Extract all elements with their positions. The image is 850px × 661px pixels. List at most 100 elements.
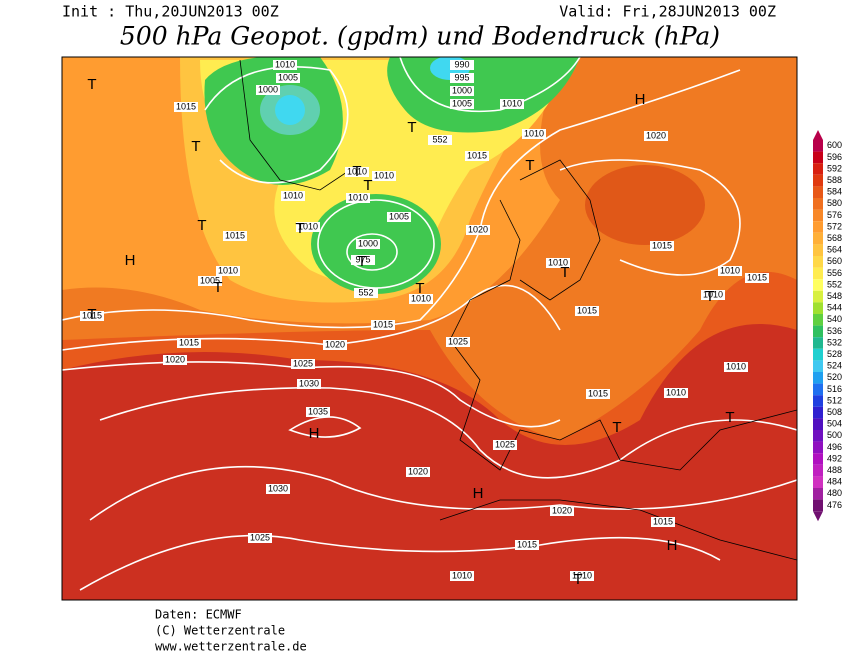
- colorbar-label: 592: [827, 163, 842, 173]
- isobar-label-bg: [466, 225, 490, 235]
- isobar-label: 1010: [411, 293, 431, 303]
- colorbar-label: 588: [827, 175, 842, 185]
- colorbar-swatch: [813, 140, 823, 152]
- colorbar-label: 580: [827, 198, 842, 208]
- isobar-label-bg: [586, 389, 610, 399]
- pressure-center: T: [357, 253, 366, 270]
- isobar-label: 1010: [726, 361, 746, 371]
- isobar-label-bg: [575, 306, 599, 316]
- colorbar-label: 476: [827, 500, 842, 510]
- colorbar-label: 508: [827, 407, 842, 417]
- isobar-label: 1020: [552, 505, 572, 515]
- colorbar-swatch: [813, 209, 823, 222]
- pressure-center: H: [473, 485, 484, 502]
- colorbar-label: 488: [827, 465, 842, 475]
- colorbar-label: 552: [827, 279, 842, 289]
- isobar-label: 1000: [452, 85, 472, 95]
- isobar-label-bg: [356, 239, 380, 249]
- colorbar-swatch: [813, 314, 823, 326]
- isobar-label: 1010: [572, 570, 592, 580]
- colorbar-label: 512: [827, 395, 842, 405]
- isobar-label: 1025: [495, 439, 515, 449]
- colorbar-swatch: [813, 360, 823, 372]
- colorbar-swatch: [813, 267, 823, 280]
- colorbar-swatch: [813, 464, 823, 477]
- colorbar-label: 484: [827, 477, 842, 487]
- colorbar-swatch: [813, 418, 823, 430]
- isobar-label-bg: [409, 294, 433, 304]
- isobar-label: 1030: [268, 483, 288, 493]
- isobar-label: 1025: [293, 358, 313, 368]
- isobar-label-bg: [701, 290, 725, 300]
- isobar-label: 1015: [588, 388, 608, 398]
- isobar-label: 1020: [646, 130, 666, 140]
- isobar-label: 1005: [389, 211, 409, 221]
- isobar-label-bg: [550, 506, 574, 516]
- footer-source: Daten: ECMWF: [155, 608, 242, 622]
- isobar-label-bg: [406, 467, 430, 477]
- pressure-center: T: [705, 288, 714, 305]
- colorbar-bottom-arrow: [813, 511, 823, 522]
- pressure-center: H: [309, 425, 320, 442]
- colorbar-swatch: [813, 198, 823, 210]
- isobar-label-bg: [428, 135, 452, 145]
- isobar-label-bg: [346, 193, 370, 203]
- colorbar-label: 556: [827, 268, 842, 278]
- isobar-label-bg: [306, 407, 330, 417]
- colorbar-label: 596: [827, 152, 842, 162]
- colorbar-label: 528: [827, 349, 842, 359]
- colorbar-swatch: [813, 406, 823, 419]
- colorbar-label: 560: [827, 256, 842, 266]
- colorbar-swatch: [813, 325, 823, 338]
- isobar-label-bg: [450, 60, 474, 70]
- colorbar-label: 532: [827, 337, 842, 347]
- isobar-label-bg: [515, 540, 539, 550]
- colorbar-swatch: [813, 488, 823, 500]
- isobar-label-bg: [745, 273, 769, 283]
- colorbar-swatch: [813, 441, 823, 454]
- colorbar-label: 568: [827, 233, 842, 243]
- isobar-label: 1020: [468, 224, 488, 234]
- isobar-label-bg: [351, 255, 375, 265]
- isobar-label: 1015: [176, 101, 196, 111]
- colorbar-label: 500: [827, 430, 842, 440]
- pressure-center: T: [87, 76, 96, 93]
- pressure-center: T: [213, 279, 222, 296]
- colorbar-label: 544: [827, 303, 842, 313]
- colorbar-swatch: [813, 337, 823, 349]
- isobar-label: 1020: [165, 354, 185, 364]
- colorbar-label: 600: [827, 140, 842, 150]
- isobar-label-bg: [281, 191, 305, 201]
- isobar-label-bg: [296, 222, 320, 232]
- isobar-label-bg: [500, 99, 524, 109]
- isobar-label-bg: [198, 276, 222, 286]
- pressure-center: T: [295, 220, 304, 237]
- isobar-label: 1025: [448, 336, 468, 346]
- isobar-label: 1020: [325, 339, 345, 349]
- isobar-label-bg: [651, 517, 675, 527]
- isobar-label: 1015: [179, 337, 199, 347]
- isobar-label: 1010: [452, 570, 472, 580]
- isobar-label: 552: [358, 287, 373, 297]
- colorbar-label: 564: [827, 245, 842, 255]
- isobar-label: 1010: [275, 59, 295, 69]
- isobar-label-bg: [522, 129, 546, 139]
- isobar-label-bg: [256, 85, 280, 95]
- isobar-label: 1005: [278, 72, 298, 82]
- pressure-center: T: [191, 138, 200, 155]
- isobar-label: 1010: [347, 166, 367, 176]
- colorbar-swatch: [813, 430, 823, 442]
- isobar-label-bg: [664, 388, 688, 398]
- colorbar-label: 572: [827, 221, 842, 231]
- pressure-center: T: [352, 163, 361, 180]
- isobar-label: 975: [355, 254, 370, 264]
- isobar-label-bg: [354, 288, 378, 298]
- colorbar-swatch: [813, 151, 823, 164]
- pressure-center: T: [573, 571, 582, 588]
- isobar-label-bg: [450, 73, 474, 83]
- colorbar-swatch: [813, 395, 823, 407]
- isobar-label-bg: [450, 571, 474, 581]
- isobar-label: 1015: [652, 240, 672, 250]
- pressure-center: T: [525, 157, 534, 174]
